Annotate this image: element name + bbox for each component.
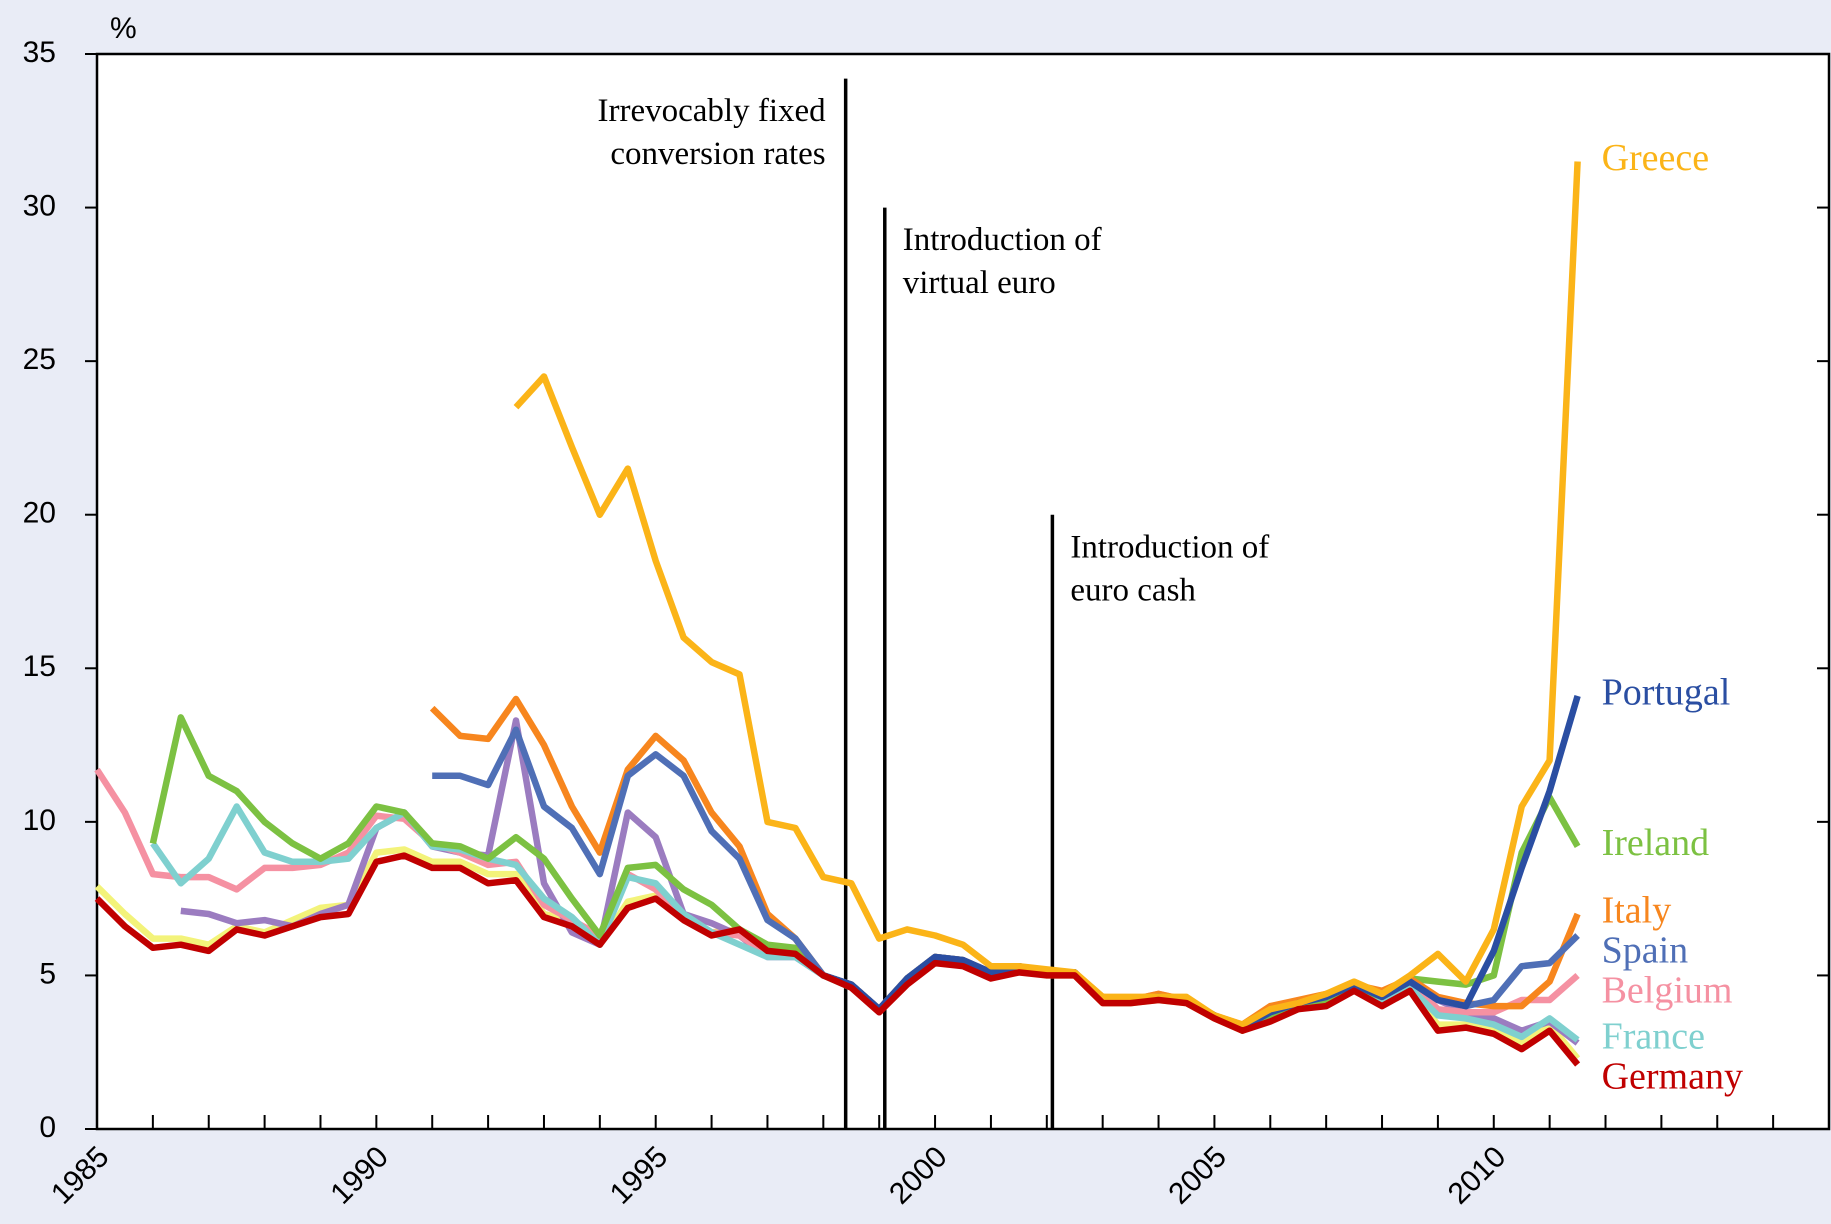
x-tick-label: 1985 [45,1140,116,1211]
series-label: Belgium [1602,970,1733,1012]
y-tick-label: 25 [23,343,56,376]
y-tick-label: 15 [23,650,56,683]
plot-area [95,52,1831,1131]
y-tick-label: 30 [23,189,56,222]
annotation-text: virtual euro [903,265,1056,301]
annotation-text: conversion rates [610,136,825,172]
x-tick-label: 2005 [1162,1140,1233,1211]
y-tick-label: 10 [23,804,56,837]
series-label: Ireland [1602,822,1710,864]
series-label: Germany [1602,1056,1743,1098]
series-label: Greece [1602,137,1710,179]
y-unit: % [110,12,137,45]
x-tick-label: 2000 [883,1140,954,1211]
annotation-text: Introduction of [903,222,1102,258]
y-tick-label: 5 [39,957,56,990]
y-tick-label: 35 [23,36,56,69]
x-tick-label: 1990 [324,1140,395,1211]
annotation-text: Irrevocably fixed [598,93,827,129]
series-line [94,852,1581,1067]
series-line [513,161,1581,1028]
y-tick-label: 0 [39,1111,56,1144]
x-tick-label: 2010 [1442,1140,1513,1211]
series-label: France [1602,1016,1705,1058]
y-tick-label: 20 [23,497,56,530]
annotation-text: euro cash [1070,572,1196,608]
series-label: Italy [1602,890,1672,932]
annotation-text: Introduction of [1070,529,1269,565]
series-label: Spain [1602,930,1689,972]
x-tick-label: 1995 [604,1140,675,1211]
series-label: Portugal [1602,672,1731,714]
